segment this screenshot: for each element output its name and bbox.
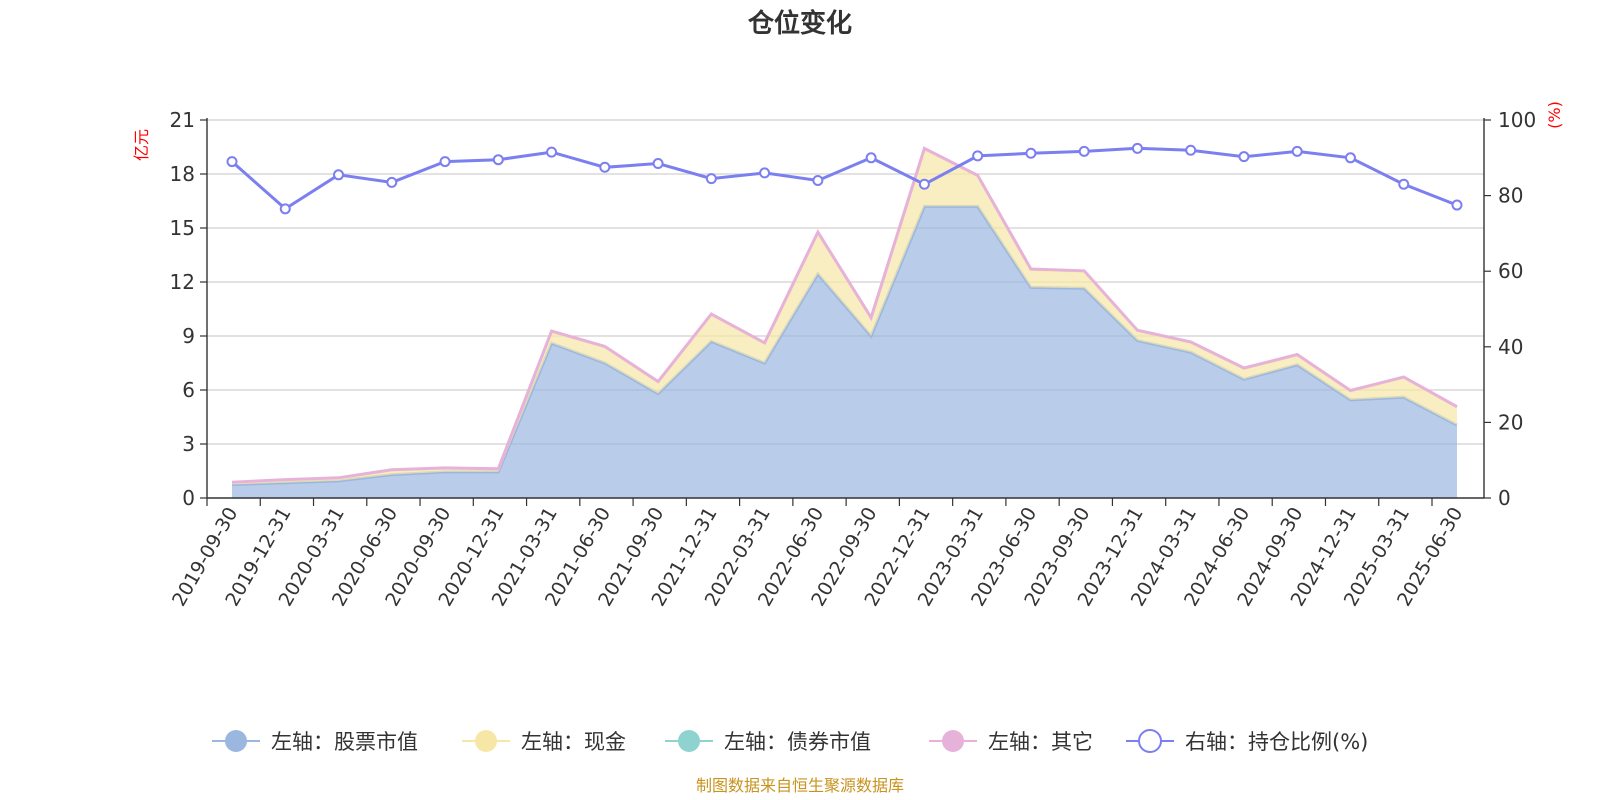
- ratio-line-path: [231, 146, 1458, 211]
- ratio-point: [705, 173, 717, 185]
- ratio-point: [918, 178, 930, 190]
- ratio-point: [1398, 178, 1410, 190]
- left-tick-label: 15: [170, 216, 195, 240]
- ratio-point: [1344, 152, 1356, 164]
- ratio-point: [865, 152, 877, 164]
- ratio-point: [1291, 145, 1303, 157]
- left-axis-unit: 亿元: [132, 129, 151, 161]
- source-note: 制图数据来自恒生聚源数据库: [696, 776, 904, 795]
- ratio-point: [1025, 147, 1037, 159]
- right-tick-label: 100: [1498, 108, 1536, 132]
- ratio-point: [972, 150, 984, 162]
- legend-label: 左轴：债券市值: [724, 730, 871, 754]
- ratio-point: [333, 169, 345, 181]
- ratio-point: [492, 154, 504, 166]
- ratio-point: [226, 156, 238, 168]
- legend-label: 右轴：持仓比例(%): [1185, 730, 1368, 754]
- legend-label: 左轴：股票市值: [271, 730, 418, 754]
- ratio-point: [1238, 151, 1250, 163]
- right-tick-label: 40: [1498, 335, 1523, 359]
- ratio-point: [652, 157, 664, 169]
- left-tick-label: 3: [182, 432, 195, 456]
- legend: 左轴：股票市值 左轴：现金 左轴：债券市值 左轴：其它 右轴：持仓比例(%): [212, 729, 1368, 754]
- ratio-point: [759, 167, 771, 179]
- right-tick-label: 60: [1498, 259, 1523, 283]
- stacked-areas: [231, 146, 1458, 498]
- left-tick-label: 9: [182, 324, 195, 348]
- ratio-point: [279, 203, 291, 215]
- legend-marker: [475, 730, 497, 752]
- ratio-point: [1185, 144, 1197, 156]
- ratio-point: [439, 156, 451, 168]
- right-axis-unit: (%): [1545, 101, 1564, 129]
- legend-marker: [942, 730, 964, 752]
- ratio-point: [1131, 142, 1143, 154]
- right-tick-label: 20: [1498, 410, 1523, 434]
- legend-marker: [678, 730, 700, 752]
- area-edge-左轴：其它: [231, 146, 1458, 484]
- ratio-point: [386, 176, 398, 188]
- left-tick-label: 6: [182, 378, 195, 402]
- legend-label: 左轴：现金: [521, 730, 626, 754]
- legend-marker: [225, 730, 247, 752]
- left-tick-label: 18: [170, 162, 195, 186]
- chart-title: 仓位变化: [747, 8, 852, 39]
- area-左轴：股票市值: [232, 206, 1457, 498]
- left-tick-label: 21: [170, 108, 195, 132]
- legend-marker: [1138, 729, 1162, 753]
- left-tick-label: 0: [182, 486, 195, 510]
- ratio-point: [546, 146, 558, 158]
- ratio-point: [812, 174, 824, 186]
- legend-label: 左轴：其它: [988, 730, 1093, 754]
- ratio-point: [599, 161, 611, 173]
- ratio-point: [1078, 145, 1090, 157]
- left-tick-label: 12: [170, 270, 195, 294]
- holding-ratio-line: [226, 142, 1463, 215]
- ratio-point: [1451, 199, 1463, 211]
- right-tick-label: 0: [1498, 486, 1511, 510]
- right-tick-label: 80: [1498, 184, 1523, 208]
